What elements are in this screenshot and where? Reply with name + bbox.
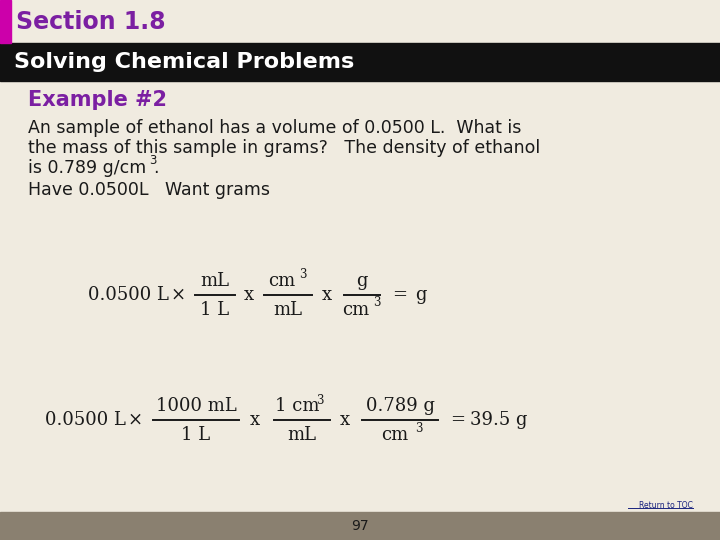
Text: 97: 97 [351,519,369,533]
Text: the mass of this sample in grams?   The density of ethanol: the mass of this sample in grams? The de… [28,139,540,157]
Text: x: x [244,286,254,304]
Text: Solving Chemical Problems: Solving Chemical Problems [14,52,354,72]
Text: Section 1.8: Section 1.8 [16,10,166,34]
Text: mL: mL [200,272,230,290]
Text: x: x [250,411,260,429]
Text: cm: cm [269,272,296,290]
Text: g: g [356,272,368,290]
Text: x: x [322,286,332,304]
Text: Have 0.0500L: Have 0.0500L [28,181,148,199]
Text: =: = [450,411,465,429]
Text: ×: × [128,411,143,429]
Text: 39.5 g: 39.5 g [470,411,528,429]
Text: 3: 3 [149,154,156,167]
Text: mL: mL [287,426,317,444]
Text: 1 L: 1 L [200,301,230,319]
Text: =: = [392,286,407,304]
Bar [0,0,11,43]
Text: x: x [340,411,350,429]
Text: ×: × [171,286,186,304]
Text: mL: mL [274,301,302,319]
Text: Example #2: Example #2 [28,90,167,110]
Text: 1000 mL: 1000 mL [156,397,236,415]
Text: Return to TOC: Return to TOC [639,502,693,510]
Text: cm: cm [343,301,369,319]
Text: 3: 3 [299,268,307,281]
Text: 3: 3 [316,394,323,407]
Text: 0.0500 L: 0.0500 L [88,286,169,304]
Text: is 0.789 g/cm: is 0.789 g/cm [28,159,146,177]
Text: 0.789 g: 0.789 g [366,397,434,415]
Text: .: . [153,159,158,177]
Text: cm: cm [382,426,409,444]
Text: 3: 3 [373,296,380,309]
Text: 0.0500 L: 0.0500 L [45,411,126,429]
Bar [0,512,720,540]
Text: g: g [415,286,426,304]
Text: 3: 3 [415,422,423,435]
Text: An sample of ethanol has a volume of 0.0500 L.  What is: An sample of ethanol has a volume of 0.0… [28,119,521,137]
Text: 1 cm: 1 cm [275,397,319,415]
Text: 1 L: 1 L [181,426,210,444]
Text: Want grams: Want grams [165,181,270,199]
Bar [0,43,720,81]
